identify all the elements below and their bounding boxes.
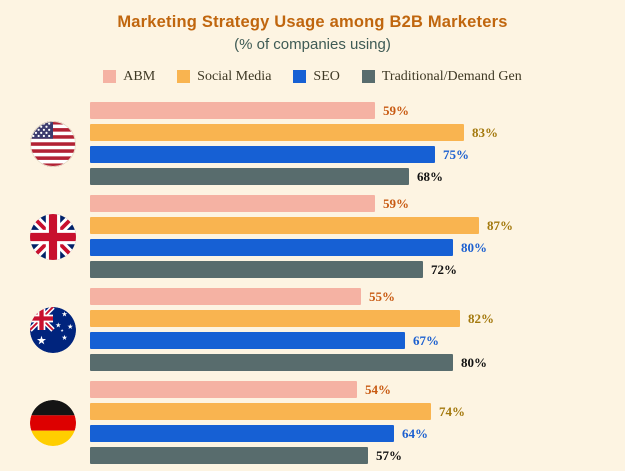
legend-swatch-seo bbox=[293, 70, 307, 83]
legend-label: SEO bbox=[313, 68, 340, 84]
bar-value-label: 67% bbox=[413, 332, 439, 348]
legend-label: Traditional/Demand Gen bbox=[381, 68, 522, 84]
bar-value-label: 72% bbox=[431, 261, 457, 277]
legend-item-traditional-demand-gen: Traditional/Demand Gen bbox=[361, 68, 522, 85]
bar-group-de: 54% 74% 64% 57% bbox=[90, 381, 625, 464]
legend-swatch-abm bbox=[103, 70, 117, 83]
bar-seo bbox=[90, 146, 435, 163]
bar-traditional-demand-gen bbox=[90, 354, 453, 371]
bar-value-label: 83% bbox=[472, 124, 498, 140]
bar-row-au-seo: 67% bbox=[90, 332, 625, 349]
bar-row-de-traditional-demand-gen: 57% bbox=[90, 447, 625, 464]
bar-social-media bbox=[90, 310, 460, 327]
bar-row-au-social-media: 82% bbox=[90, 310, 625, 327]
country-group-us: 59% 83% 75% 68% bbox=[0, 102, 625, 185]
flag-uk bbox=[30, 213, 76, 260]
bar-seo bbox=[90, 332, 405, 349]
bar-row-us-abm: 59% bbox=[90, 102, 625, 119]
bar-abm bbox=[90, 102, 375, 119]
bar-seo bbox=[90, 425, 394, 442]
bar-value-label: 64% bbox=[402, 425, 428, 441]
bar-group-au: 55% 82% 67% 80% bbox=[90, 288, 625, 371]
bar-value-label: 59% bbox=[383, 102, 409, 118]
bar-value-label: 57% bbox=[376, 447, 402, 463]
bar-row-de-abm: 54% bbox=[90, 381, 625, 398]
bar-value-label: 80% bbox=[461, 239, 487, 255]
bar-value-label: 87% bbox=[487, 217, 513, 233]
bar-value-label: 74% bbox=[439, 403, 465, 419]
legend-item-social-media: Social Media bbox=[177, 69, 271, 85]
country-group-au: 55% 82% 67% 80% bbox=[0, 288, 625, 371]
bar-abm bbox=[90, 288, 361, 305]
legend-swatch-traditional-demand-gen bbox=[361, 70, 375, 83]
bar-value-label: 75% bbox=[443, 146, 469, 162]
bar-row-de-seo: 64% bbox=[90, 425, 625, 442]
flag-au-icon bbox=[30, 306, 76, 353]
bar-row-us-traditional-demand-gen: 68% bbox=[90, 168, 625, 185]
bar-abm bbox=[90, 381, 357, 398]
bar-value-label: 55% bbox=[369, 288, 395, 304]
bar-row-de-social-media: 74% bbox=[90, 403, 625, 420]
flag-au bbox=[30, 306, 76, 353]
flag-de bbox=[30, 399, 76, 446]
bar-group-us: 59% 83% 75% 68% bbox=[90, 102, 625, 185]
legend-item-abm: ABM bbox=[103, 69, 155, 85]
bar-traditional-demand-gen bbox=[90, 447, 368, 464]
bar-row-us-seo: 75% bbox=[90, 146, 625, 163]
legend-label: Social Media bbox=[197, 68, 272, 84]
bar-seo bbox=[90, 239, 453, 256]
bar-value-label: 68% bbox=[417, 168, 443, 184]
bar-value-label: 82% bbox=[468, 310, 494, 326]
legend: ABM Social Media SEO Traditional/Demand Gen bbox=[0, 69, 625, 84]
bar-row-uk-social-media: 87% bbox=[90, 217, 625, 234]
bar-value-label: 80% bbox=[461, 354, 487, 370]
chart-subtitle: (% of companies using) bbox=[234, 36, 391, 53]
legend-swatch-social-media bbox=[177, 70, 191, 83]
bar-abm bbox=[90, 195, 375, 212]
bar-row-uk-traditional-demand-gen: 72% bbox=[90, 261, 625, 278]
chart-title: Marketing Strategy Usage among B2B Marke… bbox=[117, 13, 508, 31]
bar-social-media bbox=[90, 124, 464, 141]
bar-group-uk: 59% 87% 80% 72% bbox=[90, 195, 625, 278]
bar-traditional-demand-gen bbox=[90, 168, 409, 185]
bar-row-uk-seo: 80% bbox=[90, 239, 625, 256]
bar-row-au-traditional-demand-gen: 80% bbox=[90, 354, 625, 371]
bar-row-us-social-media: 83% bbox=[90, 124, 625, 141]
flag-de-icon bbox=[30, 399, 76, 446]
bar-traditional-demand-gen bbox=[90, 261, 423, 278]
country-group-de: 54% 74% 64% 57% bbox=[0, 381, 625, 464]
bar-value-label: 59% bbox=[383, 195, 409, 211]
country-group-uk: 59% 87% 80% 72% bbox=[0, 195, 625, 278]
bar-social-media bbox=[90, 217, 479, 234]
bar-row-uk-abm: 59% bbox=[90, 195, 625, 212]
legend-label: ABM bbox=[123, 68, 156, 84]
flag-us-icon bbox=[30, 120, 76, 167]
bar-value-label: 54% bbox=[365, 381, 391, 397]
chart: 59% 83% 75% 68% 59% 87% 80% 72% bbox=[0, 102, 625, 464]
legend-item-seo: SEO bbox=[293, 68, 340, 85]
bar-row-au-abm: 55% bbox=[90, 288, 625, 305]
flag-uk-icon bbox=[30, 213, 76, 260]
bar-social-media bbox=[90, 403, 431, 420]
flag-us bbox=[30, 120, 76, 167]
